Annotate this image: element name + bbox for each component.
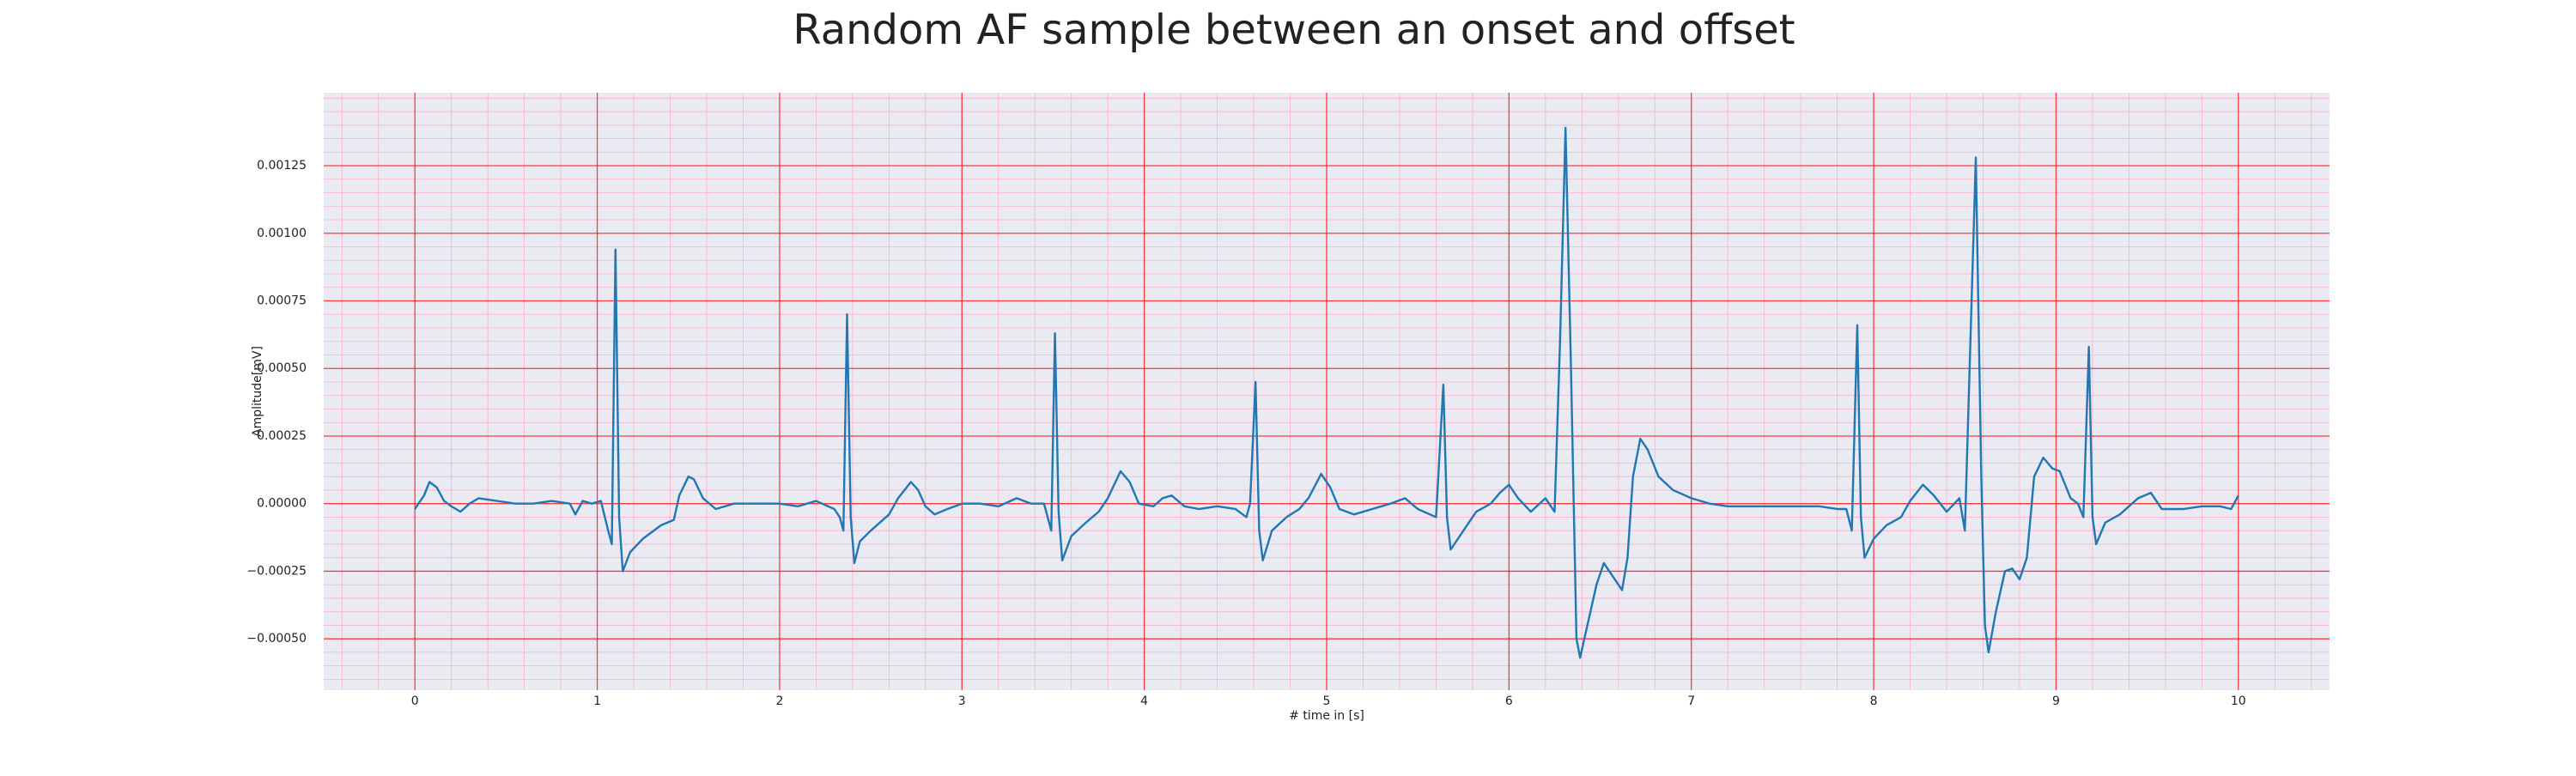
y-tick-label: −0.00025	[246, 564, 307, 578]
y-tick-label: −0.00050	[246, 632, 307, 646]
y-tick-label: 0.00000	[257, 497, 307, 511]
x-tick-label: 1	[593, 694, 601, 708]
ecg-line	[414, 126, 2239, 659]
x-axis-label: # time in [s]	[1289, 709, 1364, 723]
x-tick-label: 6	[1505, 694, 1513, 708]
y-tick-label: 0.00050	[257, 361, 307, 375]
x-tick-label: 7	[1687, 694, 1695, 708]
x-tick-label: 3	[958, 694, 966, 708]
y-tick-label: 0.00025	[257, 429, 307, 443]
x-tick-label: 2	[775, 694, 783, 708]
y-tick-label: 0.00125	[257, 159, 307, 173]
x-tick-label: 5	[1323, 694, 1331, 708]
chart-title: Random AF sample between an onset and of…	[793, 6, 1795, 54]
y-tick-label: 0.00100	[257, 227, 307, 240]
x-tick-label: 4	[1140, 694, 1148, 708]
x-tick-label: 8	[1870, 694, 1878, 708]
x-tick-label: 0	[411, 694, 419, 708]
y-axis-label: Amplitude[mV]	[251, 346, 264, 437]
x-tick-label: 9	[2052, 694, 2060, 708]
x-tick-label: 10	[2231, 694, 2246, 708]
y-tick-label: 0.00075	[257, 294, 307, 307]
